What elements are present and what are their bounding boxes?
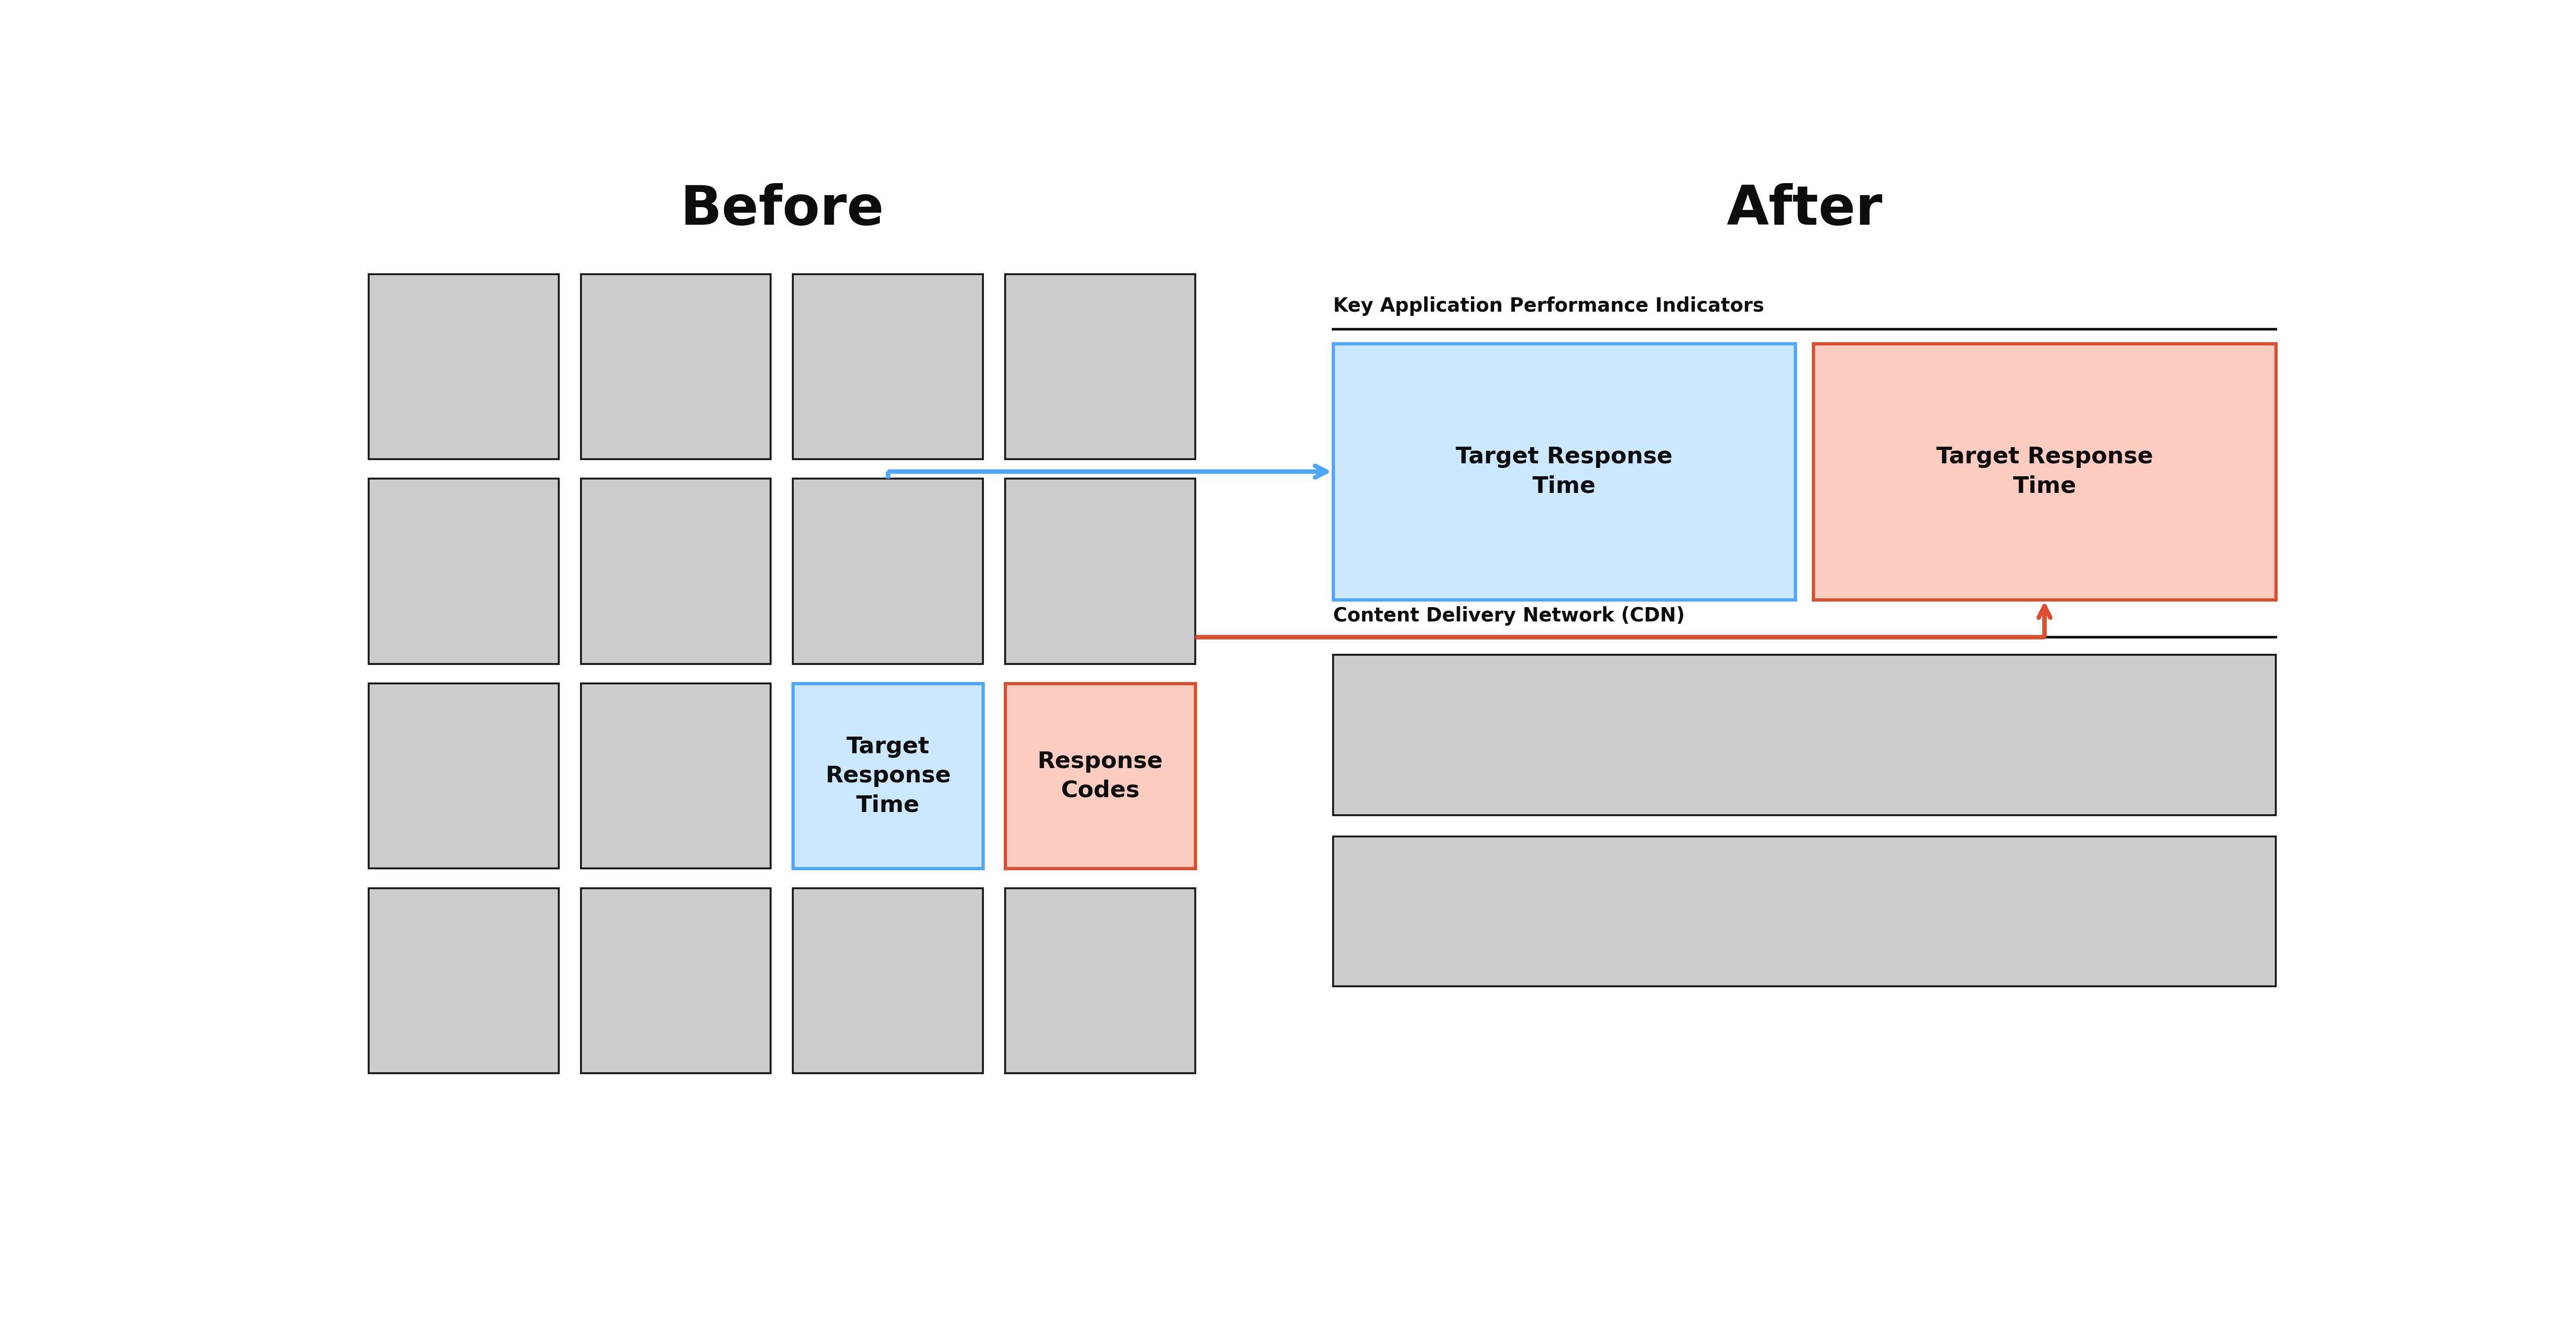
Bar xyxy=(1005,684,1195,869)
Bar xyxy=(1005,274,1195,459)
Bar xyxy=(793,888,984,1073)
Bar xyxy=(793,478,984,664)
Bar xyxy=(1332,837,2275,987)
Text: Target
Response
Time: Target Response Time xyxy=(824,736,951,817)
Bar xyxy=(1332,344,1795,600)
Text: Before: Before xyxy=(680,183,884,236)
Bar xyxy=(793,274,984,459)
Bar xyxy=(368,274,559,459)
Text: Response
Codes: Response Codes xyxy=(1038,750,1164,802)
Bar xyxy=(580,274,770,459)
Bar xyxy=(1005,478,1195,664)
Bar xyxy=(580,888,770,1073)
Bar xyxy=(368,478,559,664)
Bar xyxy=(1005,888,1195,1073)
Bar xyxy=(1332,655,2275,815)
Bar xyxy=(1814,344,2275,600)
Text: Target Response
Time: Target Response Time xyxy=(1455,446,1672,497)
Bar xyxy=(368,888,559,1073)
Text: Content Delivery Network (CDN): Content Delivery Network (CDN) xyxy=(1332,606,1685,625)
Bar xyxy=(368,684,559,869)
Bar xyxy=(580,478,770,664)
Text: Key Application Performance Indicators: Key Application Performance Indicators xyxy=(1332,296,1765,316)
Text: After: After xyxy=(1726,183,1883,236)
Text: Target Response
Time: Target Response Time xyxy=(1937,446,2154,497)
Bar xyxy=(580,684,770,869)
Bar xyxy=(793,684,984,869)
